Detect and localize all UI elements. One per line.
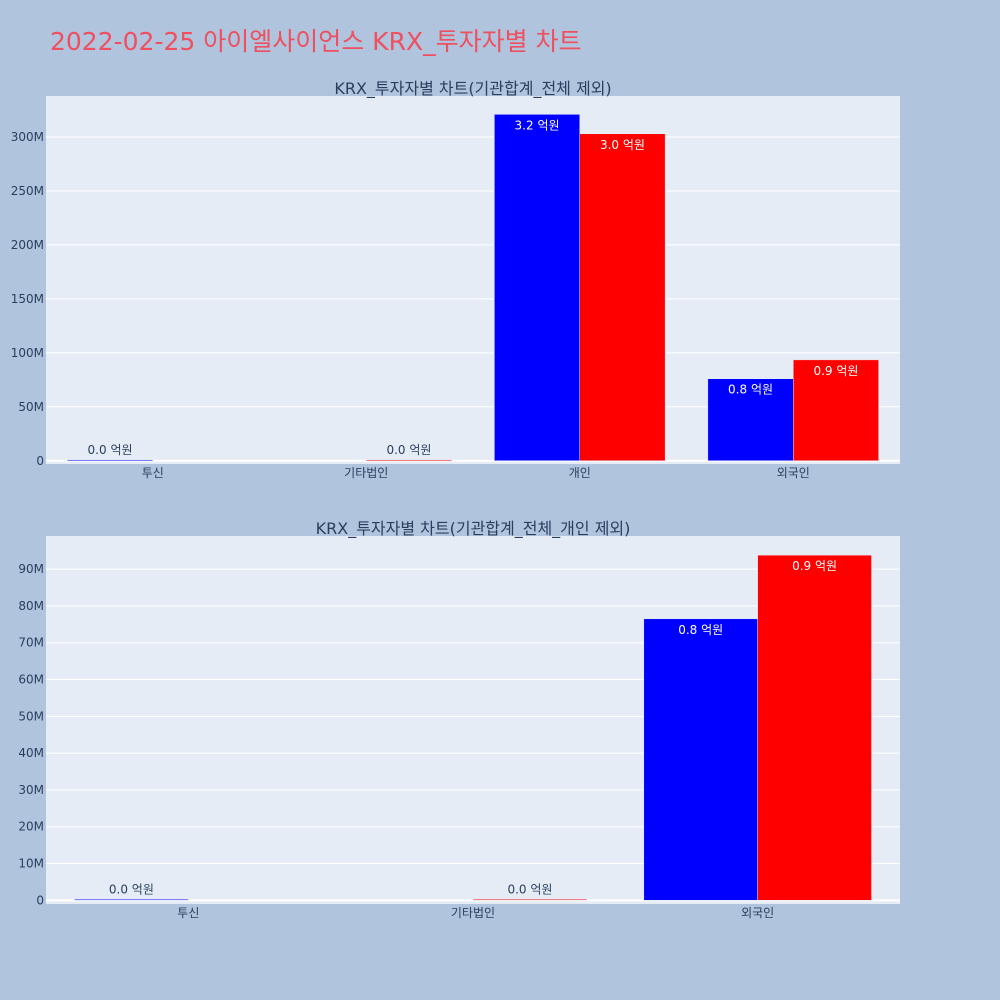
page-title: 2022-02-25 아이엘사이언스 KRX_투자자별 차트 [50,27,582,56]
y-tick-label: 250M [11,184,44,198]
y-tick-label: 150M [11,292,44,306]
x-tick-label: 외국인 [741,906,774,920]
y-tick-label: 0 [36,893,44,907]
y-tick-label: 60M [18,673,44,687]
chart-2: 0 10M 20M 30M 40M 50M 60M 70M 80M 90M KRX_투자자별 차트(… [18,519,900,920]
data-label: 0.0 억원 [386,443,431,457]
bar [366,459,452,462]
x-tick-label: 투신 [177,906,199,920]
bar [643,618,758,901]
data-label: 0.8 억원 [728,383,773,397]
y-tick-label: 300M [11,130,44,144]
x-tick-label: 개인 [569,466,591,480]
x-tick-label: 기타법인 [451,906,495,920]
x-tick-label: 외국인 [777,466,810,480]
x-tick-label: 투신 [142,466,164,480]
y-tick-label: 90M [18,562,44,576]
y-tick-label: 200M [11,238,44,252]
bar [707,378,794,462]
chart-title: KRX_투자자별 차트(기관합계_전체_개인 제외) [316,519,631,539]
bar [793,359,879,462]
data-label: 0.9 억원 [792,559,837,573]
y-tick-label: 70M [18,636,44,650]
y-tick-label: 80M [18,599,44,613]
bar [579,133,666,462]
bar [494,114,581,462]
bar [757,554,872,901]
y-tick-label: 10M [18,857,44,871]
y-tick-label: 40M [18,746,44,760]
bar [472,899,588,901]
data-label: 0.8 억원 [678,623,723,637]
y-tick-label: 100M [11,346,44,360]
data-label: 0.0 억원 [507,882,552,896]
y-tick-label: 20M [18,820,44,834]
bar [67,459,153,462]
bar [74,899,189,901]
y-tick-label: 50M [18,400,44,414]
data-label: 0.0 억원 [88,443,133,457]
data-label: 0.9 억원 [813,364,858,378]
y-tick-label: 0 [36,454,44,468]
x-tick-label: 기타법인 [344,466,388,480]
chart-1: 0 50M 100M 150M 200M 250M 300M KRX_투자자별 차트(기관합계… [11,79,900,480]
data-label: 3.0 억원 [600,138,645,152]
y-tick-label: 50M [18,709,44,723]
y-tick-label: 30M [18,783,44,797]
data-label: 0.0 억원 [109,882,154,896]
data-label: 3.2 억원 [515,118,560,132]
chart-title: KRX_투자자별 차트(기관합계_전체 제외) [334,79,611,99]
